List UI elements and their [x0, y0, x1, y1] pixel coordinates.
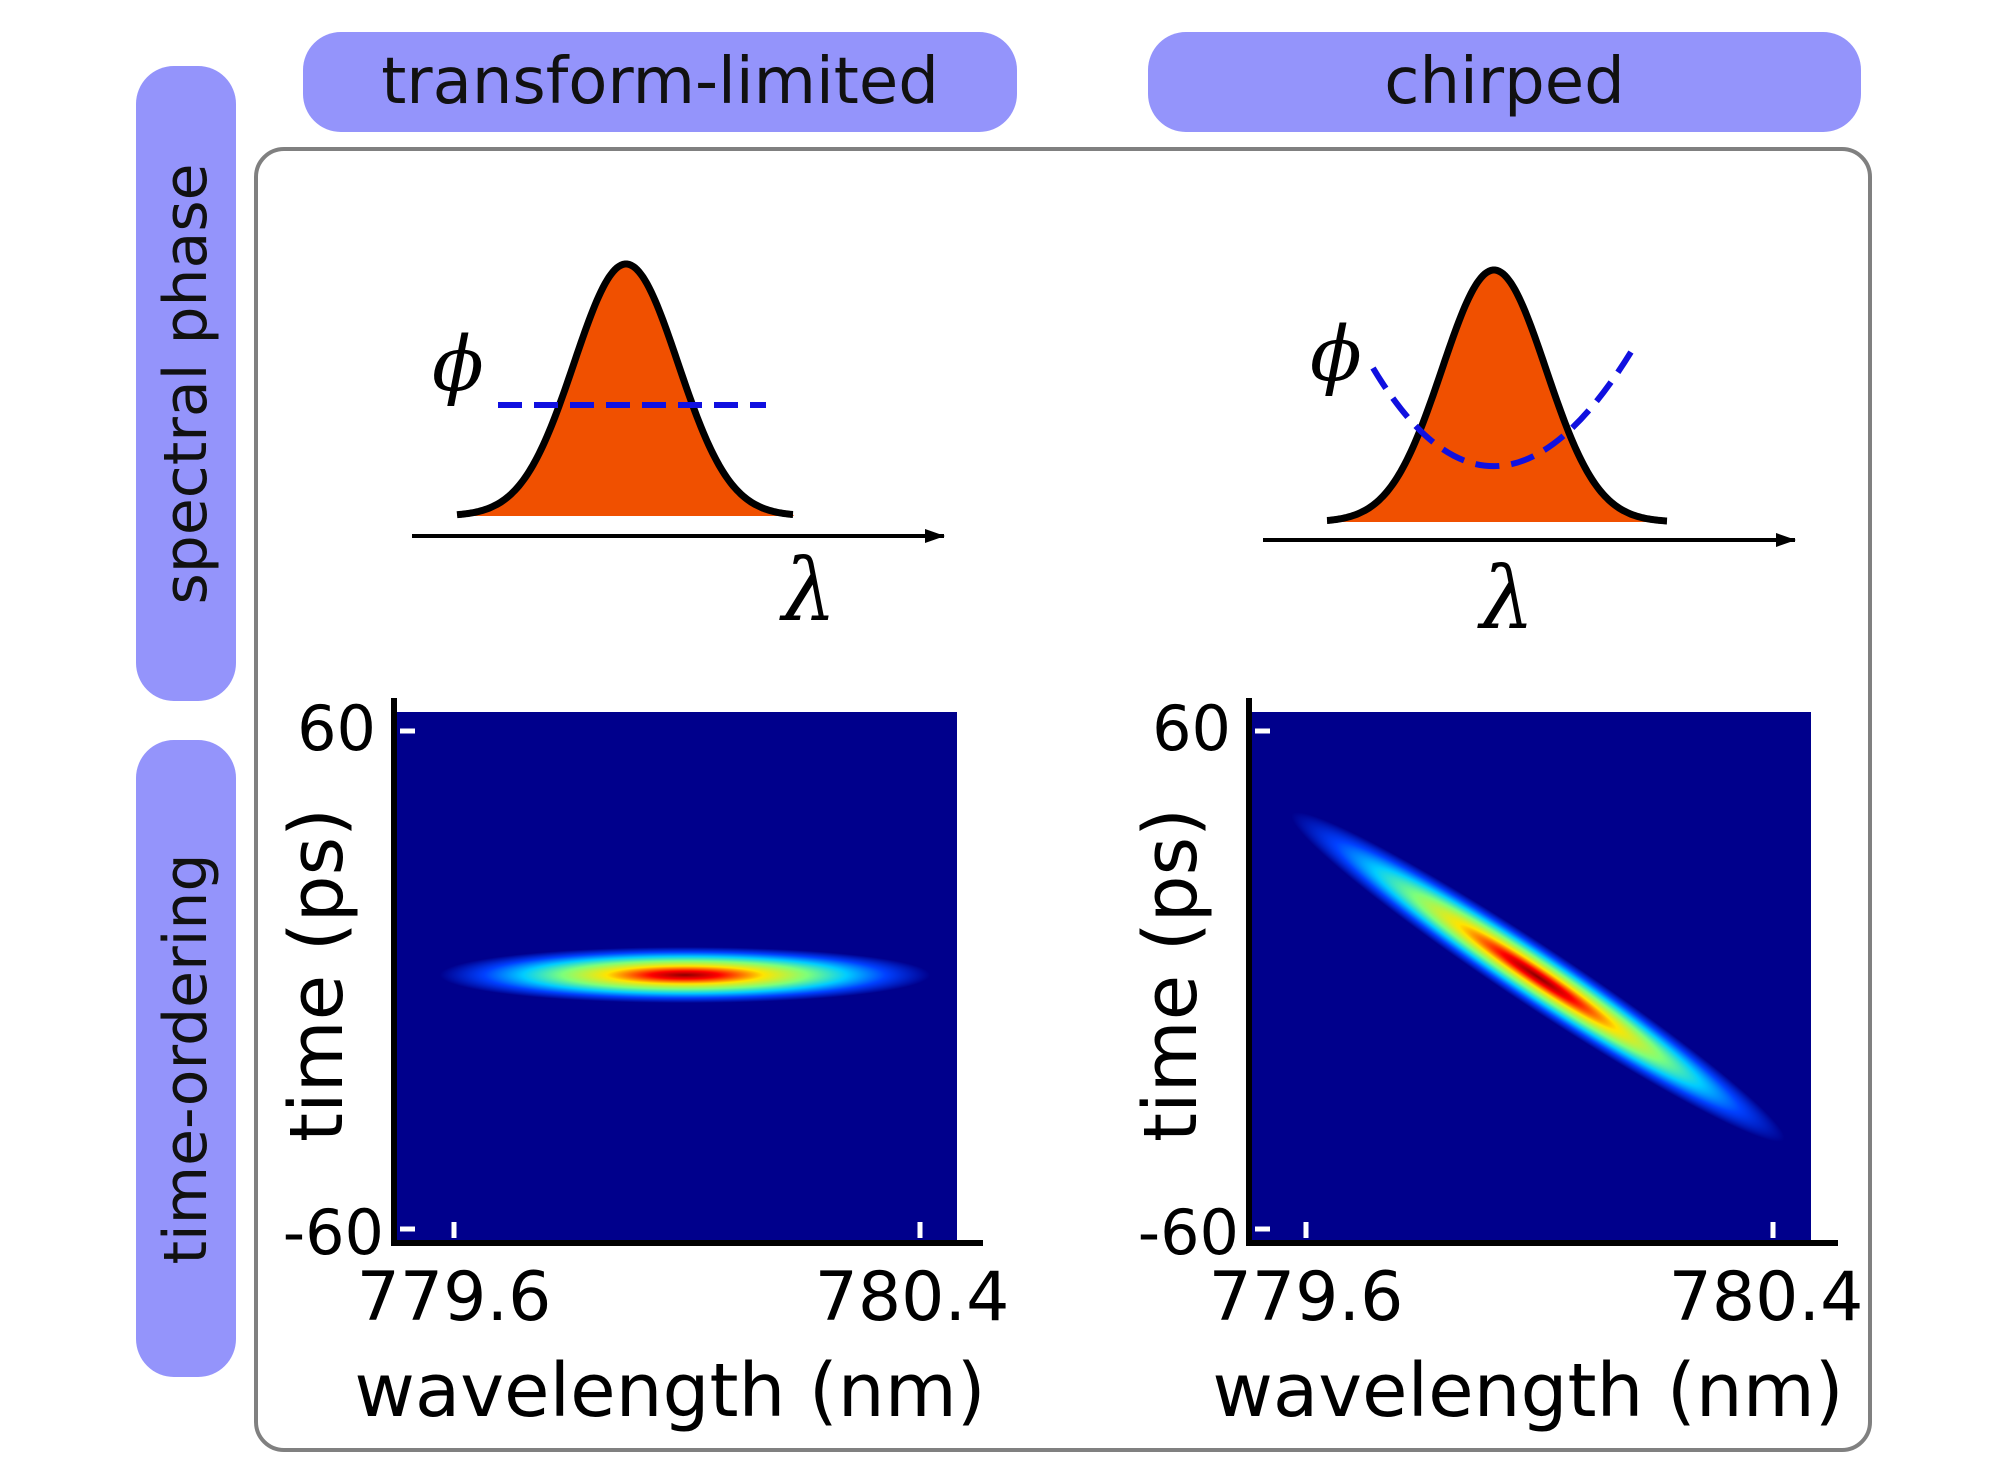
- x-tick-label: 779.6: [1209, 1258, 1404, 1337]
- spectrum-fill: [457, 264, 794, 516]
- x-tick-label: 780.4: [1669, 1258, 1864, 1337]
- joint-intensity-ellipse: [1291, 812, 1785, 1142]
- y-axis-label: time (ps): [1128, 808, 1214, 1142]
- spectrum-outline: [1326, 266, 1668, 525]
- x-tick-label: 780.4: [815, 1258, 1010, 1337]
- phi-label: ϕ: [432, 319, 484, 408]
- heatmap-chirped: 60 -60 779.6 780.4 wavelength (nm) time …: [1128, 692, 1863, 1434]
- y-tick-label: -60: [283, 1196, 384, 1269]
- quadratic-phase-curve: [1370, 350, 1634, 470]
- spectrum-fill: [1327, 270, 1667, 522]
- spectrum-diagram-chirped: ϕ λ: [1263, 266, 1796, 649]
- y-tick-label: 60: [1152, 692, 1231, 765]
- lambda-label: λ: [779, 541, 837, 641]
- x-axis-label: wavelength (nm): [1212, 1348, 1843, 1434]
- joint-intensity-ellipse: [440, 947, 930, 1003]
- phi-label: ϕ: [1310, 309, 1362, 398]
- panel-frame: [254, 147, 1872, 1452]
- column-label-chirped: chirped: [1148, 32, 1861, 132]
- x-tick-label: 779.6: [357, 1258, 552, 1337]
- heatmap-transform-limited: 60 -60 779.6 780.4 wavelength (nm) time …: [274, 692, 1009, 1434]
- y-tick-label: -60: [1138, 1196, 1239, 1269]
- spectrum-diagram-transform-limited: ϕ λ: [412, 260, 945, 641]
- row-label-spectral-phase: spectral phase: [136, 66, 236, 701]
- row-label-time-ordering: time-ordering: [136, 740, 236, 1377]
- spectrum-outline: [456, 260, 794, 519]
- y-axis-label: time (ps): [274, 808, 360, 1142]
- x-axis-label: wavelength (nm): [354, 1348, 985, 1434]
- lambda-label: λ: [1477, 549, 1535, 649]
- column-label-transform-limited: transform-limited: [303, 32, 1017, 132]
- y-tick-label: 60: [297, 692, 376, 765]
